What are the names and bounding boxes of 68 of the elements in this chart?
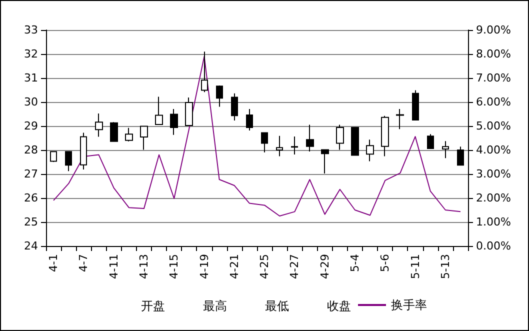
y2-tick-label: 1.00% bbox=[476, 216, 511, 228]
line-series bbox=[53, 56, 461, 216]
y2-tick-label: 3.00% bbox=[476, 168, 511, 180]
x-tick-label: 5-11 bbox=[408, 254, 422, 279]
candlestick bbox=[412, 90, 419, 120]
candlestick bbox=[201, 51, 208, 93]
candlestick bbox=[442, 140, 449, 159]
y-tick-label: 33 bbox=[24, 24, 38, 36]
y2-tick-label: 2.00% bbox=[476, 192, 511, 204]
candlestick bbox=[396, 108, 404, 130]
candlestick bbox=[366, 139, 374, 162]
y2-tick-label: 9.00% bbox=[476, 24, 511, 36]
candlestick bbox=[261, 132, 268, 153]
x-tick-label: 4-7 bbox=[77, 254, 90, 272]
x-tick-label: 4-15 bbox=[168, 254, 181, 279]
y2-tick-label: 4.00% bbox=[476, 144, 511, 156]
candlestick bbox=[351, 126, 359, 156]
candlestick bbox=[110, 122, 118, 142]
candlestick bbox=[427, 134, 434, 150]
y-tick-label: 32 bbox=[24, 48, 38, 60]
x-tick-label: 4-27 bbox=[288, 254, 302, 279]
candlestick bbox=[246, 108, 253, 132]
x-tick-label: 5-13 bbox=[438, 254, 452, 279]
x-tick-label: 5-4 bbox=[348, 254, 362, 272]
x-tick-label: 4-19 bbox=[198, 254, 211, 279]
x-tick-label: 4-1 bbox=[47, 254, 60, 272]
x-tick-label: 4-25 bbox=[258, 254, 272, 279]
y2-tick-label: 7.00% bbox=[476, 72, 511, 84]
text: 最低 bbox=[265, 299, 289, 313]
y-tick-label: 29 bbox=[24, 120, 38, 132]
y-tick-label: 27 bbox=[24, 168, 38, 180]
x-tick-label: 4-21 bbox=[228, 254, 241, 279]
candlestick bbox=[231, 92, 238, 121]
text: 最高 bbox=[203, 299, 227, 313]
candlestick bbox=[336, 124, 344, 150]
y-tick-label: 30 bbox=[24, 96, 38, 108]
y-tick-label: 31 bbox=[24, 72, 38, 84]
text: 收盘 bbox=[327, 299, 351, 313]
text: 开盘 bbox=[141, 299, 165, 313]
candlestick bbox=[125, 127, 133, 142]
candlestick bbox=[95, 113, 103, 138]
y2-tick-label: 6.00% bbox=[476, 96, 511, 108]
x-tick-label: 4-29 bbox=[318, 254, 332, 279]
candlestick bbox=[50, 150, 57, 162]
candlestick bbox=[216, 84, 223, 108]
candlestick bbox=[65, 151, 72, 172]
candlestick bbox=[291, 136, 298, 156]
y-tick-label: 25 bbox=[24, 216, 38, 228]
x-tick-label: 5-6 bbox=[378, 254, 392, 272]
candlestick bbox=[276, 135, 283, 157]
y2-tick-label: 8.00% bbox=[476, 48, 511, 60]
legend-label: 换手率 bbox=[391, 298, 427, 312]
candlestick bbox=[321, 149, 329, 174]
candlestick bbox=[306, 124, 314, 152]
y-tick-label: 24 bbox=[24, 240, 38, 252]
candlestick bbox=[170, 108, 178, 136]
y2-tick-label: 5.00% bbox=[476, 120, 511, 132]
candlestick bbox=[457, 146, 464, 166]
candlestick bbox=[155, 96, 163, 126]
candlestick bbox=[140, 126, 148, 150]
y-tick-label: 28 bbox=[24, 144, 38, 156]
y-tick-label: 26 bbox=[24, 192, 38, 204]
candlestick bbox=[381, 115, 389, 157]
candlestick bbox=[185, 96, 193, 126]
x-tick-label: 4-13 bbox=[137, 254, 150, 279]
x-tick-label: 4-11 bbox=[107, 254, 120, 279]
y2-tick-label: 0.00% bbox=[476, 240, 511, 252]
candlestick bbox=[80, 132, 87, 170]
